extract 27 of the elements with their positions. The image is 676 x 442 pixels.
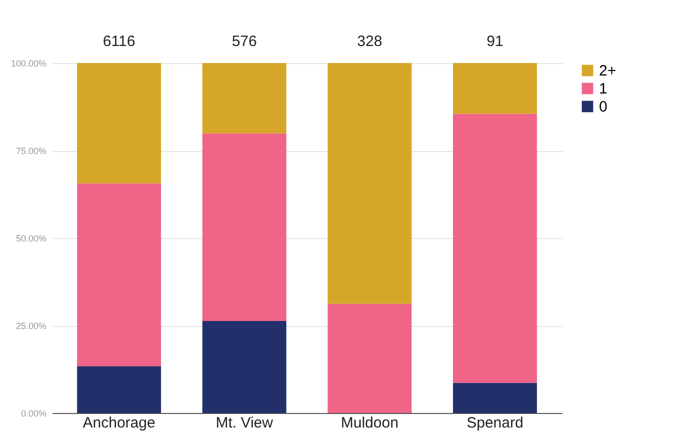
x-tick-label: Spenard xyxy=(466,414,524,432)
bar xyxy=(77,183,162,366)
bar xyxy=(328,63,412,304)
bar xyxy=(202,133,286,321)
y-tick-label: 0.00% xyxy=(20,408,46,418)
y-tick-label: 100.00% xyxy=(10,58,46,68)
y-tick-label: 25.00% xyxy=(16,321,46,331)
bar xyxy=(77,366,162,413)
annotation: 91 xyxy=(486,33,504,50)
bar xyxy=(452,382,537,413)
annotation: 6116 xyxy=(102,33,136,50)
bar xyxy=(77,63,162,184)
y-tick-label: 50.00% xyxy=(16,234,46,244)
legend-label: 1 xyxy=(599,80,608,98)
bar xyxy=(202,63,286,134)
bar xyxy=(452,63,537,114)
bar xyxy=(202,320,286,413)
bar xyxy=(328,304,412,413)
x-tick-label: Muldoon xyxy=(340,414,398,432)
annotation: 328 xyxy=(357,33,382,50)
legend-label: 0 xyxy=(599,98,608,116)
x-tick-label: Mt. View xyxy=(216,414,274,432)
bar xyxy=(452,114,537,383)
legend-label: 2+ xyxy=(599,62,616,80)
y-tick-label: 75.00% xyxy=(16,146,46,156)
x-tick-label: Anchorage xyxy=(82,414,156,432)
annotation: 576 xyxy=(232,33,257,50)
